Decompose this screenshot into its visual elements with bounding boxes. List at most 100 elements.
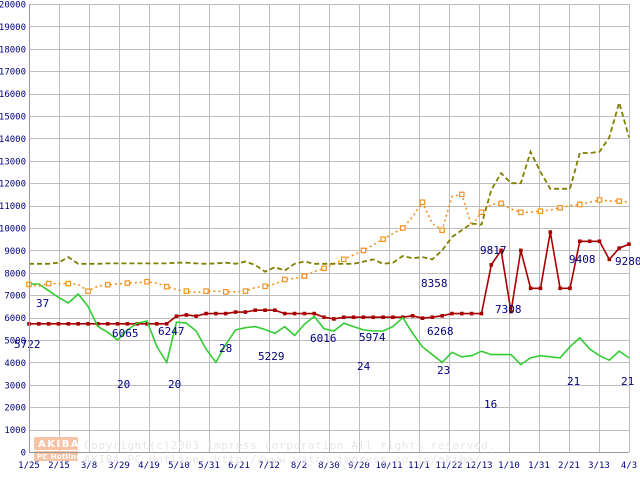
data-point-marker [341,315,346,320]
y-tick-label: 18000 [0,45,26,55]
data-point-marker [380,236,386,243]
data-label: 21 [567,375,580,388]
data-point-marker [538,286,543,291]
hotline-badge-label: PC Hotline! [37,453,85,461]
y-tick-label: 19000 [0,23,26,33]
x-tick-label: 9/20 [348,461,370,471]
data-label: 9408 [569,253,596,266]
data-label: 24 [357,360,371,373]
data-point-marker [56,322,61,326]
x-tick-label: 7/12 [258,461,280,471]
data-point-marker [399,225,406,231]
data-point-marker [282,311,287,316]
x-tick-label: 1/25 [18,461,40,471]
watermark: AKIBA PC Hotline!Copyright(c)2003 impress… [34,437,496,466]
y-tick-label: 11000 [0,202,26,212]
data-point-marker [115,322,120,326]
y-tick-label: 15000 [0,113,26,123]
data-point-marker [332,317,336,321]
data-point-marker [371,315,376,320]
x-axis-tick-labels: 1/25 2/15 3/8 3/29 4/19 5/10 5/31 6/21 7/12 8/2 8/… [18,461,637,471]
y-tick-label: 5000 [4,337,26,347]
data-point-marker [163,283,170,290]
data-point-marker [577,201,583,208]
y-tick-label: 3000 [4,381,26,391]
x-tick-label: 1/31 [528,461,550,471]
data-label: 28 [219,342,232,355]
data-point-marker [37,322,41,326]
y-tick-label: 10000 [0,225,26,235]
x-tick-label: 3/8 [81,461,97,471]
x-tick-label: 8/30 [318,461,340,471]
data-point-marker [360,247,367,254]
data-point-marker [459,311,464,316]
data-label: 20 [168,378,181,391]
url-line: AKIBA PC Hotline! http://www.watch.impre… [84,453,481,466]
data-label: 5229 [258,350,285,363]
y-tick-label: 2000 [4,404,26,414]
data-point-marker [419,199,426,206]
akiba-badge [34,437,78,450]
data-label: 6016 [310,332,337,345]
data-point-marker [439,227,445,234]
data-point-marker [262,283,268,290]
y-tick-label: 1000 [4,426,26,436]
data-label: 5722 [14,338,41,351]
data-point-marker [537,208,544,215]
series-orange-dotted-line [26,191,630,295]
data-label: 9817 [480,244,507,257]
y-tick-label: 14000 [0,135,26,145]
y-axis-tick-labels: 0 1000 2000 3000 4000 5000 6000 7000 8000 9000 100… [0,1,26,459]
data-point-marker [65,280,72,287]
data-point-marker [66,322,71,326]
hotline-badge [34,451,78,461]
data-point-marker [519,248,523,253]
data-point-marker [281,276,288,283]
data-point-marker [479,311,484,316]
data-point-marker [617,246,621,250]
data-point-marker [203,288,209,294]
series-olive-dashed-line [29,99,630,273]
data-point-marker [322,315,326,320]
data-point-marker [145,322,149,326]
data-point-marker [214,311,218,316]
data-point-marker [96,322,100,326]
x-tick-label: 2/21 [558,461,580,471]
y-tick-label: 4000 [4,359,26,369]
data-label: 5974 [359,331,386,344]
data-point-marker [597,239,602,244]
x-tick-label: 3/29 [108,461,130,471]
data-point-marker [45,280,52,287]
akiba-badge-label: AKIBA [38,439,80,450]
data-point-marker [557,205,563,211]
data-point-marker [498,200,504,207]
x-tick-label: 5/31 [198,461,220,471]
data-point-marker [558,286,562,291]
data-point-marker [104,281,111,288]
data-point-marker [253,308,258,313]
data-point-marker [204,311,208,316]
data-label: 23 [437,364,450,377]
data-point-marker [587,239,592,244]
data-point-marker [469,311,474,316]
data-label: 16 [484,398,497,411]
y-tick-label: 8000 [4,269,26,279]
data-label: 37 [36,297,49,310]
data-point-marker [155,322,159,326]
copyright-line: Copyright(c)2003 impress corporation All… [84,439,496,452]
x-tick-label: 3/13 [588,461,610,471]
data-point-marker [125,322,130,326]
y-tick-label: 7000 [4,292,26,302]
y-tick-label: 17000 [0,68,26,78]
data-point-marker [361,315,366,320]
data-point-marker [233,310,238,314]
data-point-marker [124,280,131,286]
data-point-marker [351,315,356,320]
y-tick-label: 0 [21,449,26,459]
x-tick-label: 2/15 [48,461,70,471]
data-point-marker [381,315,385,320]
data-point-marker [242,288,249,294]
